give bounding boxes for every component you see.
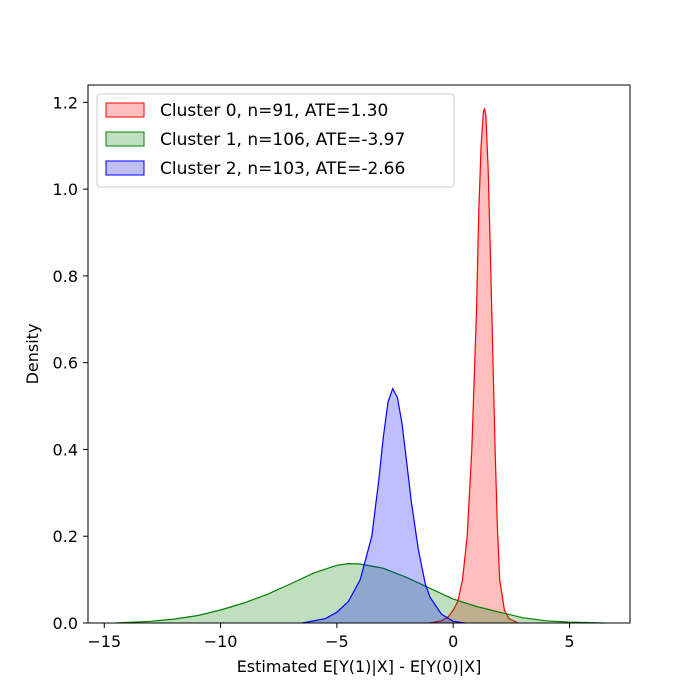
y-tick-label: 1.2 xyxy=(53,93,78,112)
plot-frame xyxy=(87,84,631,624)
series-line-1 xyxy=(115,562,605,624)
y-tick-label: 0.4 xyxy=(53,440,78,459)
x-axis-ticks: −15 −10 −5 0 5 xyxy=(87,623,575,651)
y-axis-label: Density xyxy=(23,324,42,385)
y-tick-label: 1.0 xyxy=(53,180,78,199)
x-tick-label: −10 xyxy=(204,632,238,651)
series-area-2 xyxy=(302,388,465,623)
x-tick-label: 0 xyxy=(448,632,458,651)
legend: Cluster 0, n=91, ATE=1.30 Cluster 1, n=10… xyxy=(96,93,455,188)
x-tick-label: −5 xyxy=(325,632,349,651)
series-line-0 xyxy=(429,107,519,624)
x-tick-label: −15 xyxy=(87,632,121,651)
y-tick-label: 0.0 xyxy=(53,614,78,633)
legend-box xyxy=(96,93,455,188)
legend-swatch-1 xyxy=(105,131,145,147)
density-areas xyxy=(115,107,605,624)
legend-entry-2: Cluster 2, n=103, ATE=-2.66 xyxy=(160,159,405,179)
legend-entry-1: Cluster 1, n=106, ATE=-3.97 xyxy=(160,130,405,150)
y-tick-label: 0.6 xyxy=(53,354,78,373)
y-tick-label: 0.8 xyxy=(53,267,78,286)
series-line-2 xyxy=(301,387,465,624)
y-tick-label: 0.2 xyxy=(53,527,78,546)
x-axis-label: Estimated E[Y(1)|X] - E[Y(0)|X] xyxy=(237,657,482,676)
legend-swatch-2 xyxy=(105,160,145,176)
y-axis-ticks: 0.0 0.2 0.4 0.6 0.8 1.0 1.2 xyxy=(53,93,88,633)
legend-entry-0: Cluster 0, n=91, ATE=1.30 xyxy=(160,101,388,121)
legend-swatch-0 xyxy=(105,102,145,118)
x-tick-label: 5 xyxy=(564,632,574,651)
